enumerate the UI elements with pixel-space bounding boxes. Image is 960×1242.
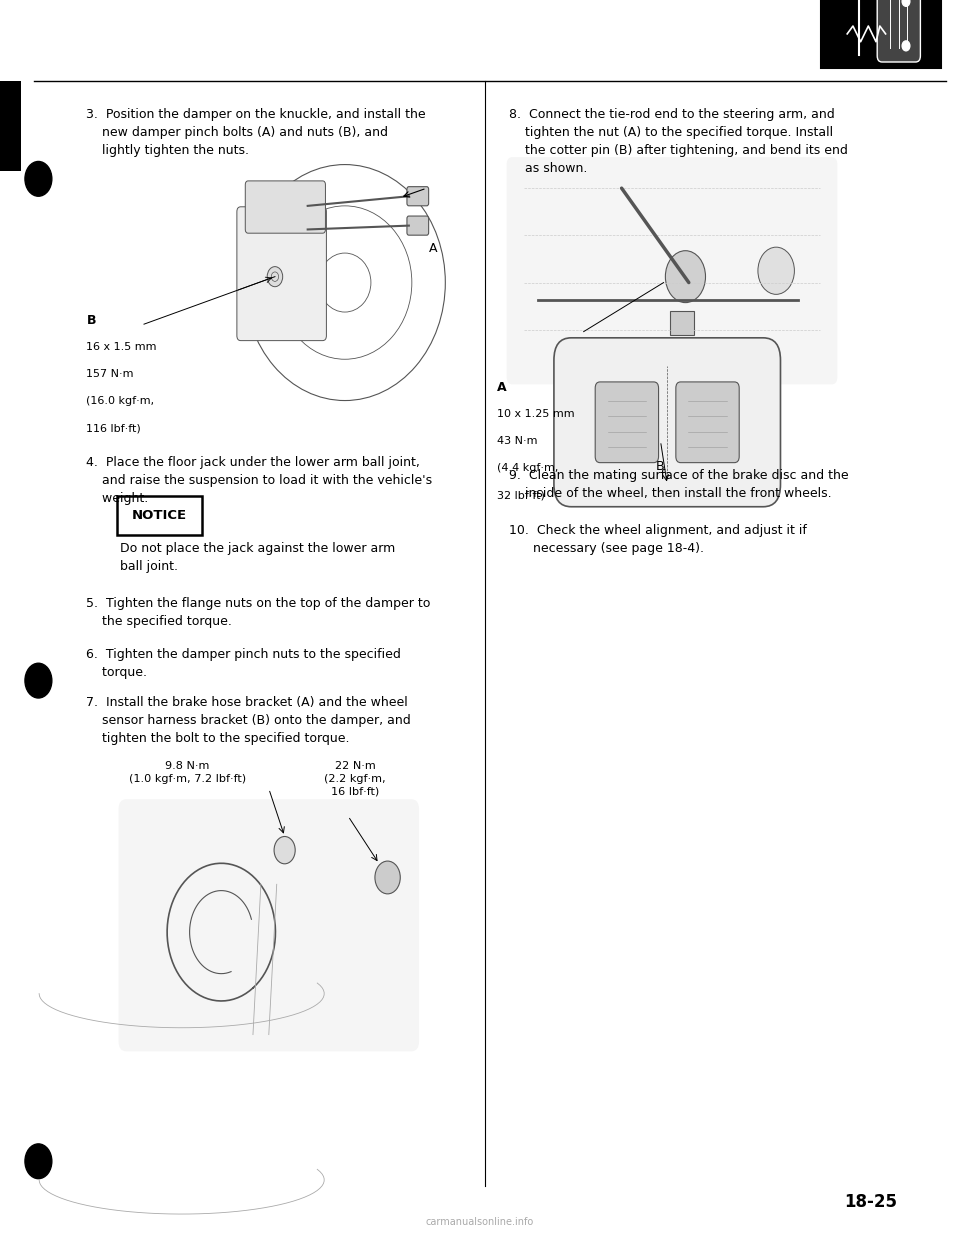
FancyBboxPatch shape (119, 800, 420, 1051)
Circle shape (902, 0, 910, 6)
Text: B: B (657, 460, 664, 472)
Text: A: A (497, 381, 507, 394)
Text: (4.4 kgf·m,: (4.4 kgf·m, (497, 463, 559, 473)
Text: 16 x 1.5 mm: 16 x 1.5 mm (86, 342, 156, 351)
Text: 157 N·m: 157 N·m (86, 369, 133, 379)
FancyBboxPatch shape (0, 81, 21, 171)
Circle shape (25, 1144, 52, 1179)
FancyBboxPatch shape (407, 216, 428, 235)
Circle shape (665, 251, 706, 303)
FancyBboxPatch shape (407, 186, 428, 206)
FancyBboxPatch shape (237, 206, 326, 340)
Circle shape (758, 247, 795, 294)
Text: 18-25: 18-25 (845, 1194, 898, 1211)
Circle shape (902, 41, 910, 51)
Text: carmanualsonline.info: carmanualsonline.info (426, 1217, 534, 1227)
Text: 3.  Position the damper on the knuckle, and install the
    new damper pinch bol: 3. Position the damper on the knuckle, a… (86, 108, 426, 156)
Text: 10.  Check the wheel alignment, and adjust it if
      necessary (see page 18-4): 10. Check the wheel alignment, and adjus… (509, 524, 806, 555)
Text: 9.8 N·m
(1.0 kgf·m, 7.2 lbf·ft): 9.8 N·m (1.0 kgf·m, 7.2 lbf·ft) (129, 761, 246, 784)
FancyBboxPatch shape (595, 381, 659, 462)
Circle shape (25, 663, 52, 698)
Text: 5.  Tighten the flange nuts on the top of the damper to
    the specified torque: 5. Tighten the flange nuts on the top of… (86, 597, 431, 628)
Text: 116 lbf·ft): 116 lbf·ft) (86, 424, 141, 433)
Text: 22 N·m
(2.2 kgf·m,
16 lbf·ft): 22 N·m (2.2 kgf·m, 16 lbf·ft) (324, 761, 386, 797)
FancyBboxPatch shape (877, 0, 921, 62)
Text: 43 N·m: 43 N·m (497, 436, 538, 446)
Text: A: A (429, 242, 438, 255)
FancyBboxPatch shape (676, 381, 739, 462)
FancyBboxPatch shape (670, 310, 694, 334)
Text: Do not place the jack against the lower arm
ball joint.: Do not place the jack against the lower … (120, 542, 396, 573)
Circle shape (267, 267, 282, 287)
Text: 4.  Place the floor jack under the lower arm ball joint,
    and raise the suspe: 4. Place the floor jack under the lower … (86, 456, 433, 504)
Text: B: B (86, 314, 96, 327)
Text: NOTICE: NOTICE (132, 509, 187, 522)
Text: 6.  Tighten the damper pinch nuts to the specified
    torque.: 6. Tighten the damper pinch nuts to the … (86, 648, 401, 679)
Text: 32 lbf·ft): 32 lbf·ft) (497, 491, 545, 501)
Text: 7.  Install the brake hose bracket (A) and the wheel
    sensor harness bracket : 7. Install the brake hose bracket (A) an… (86, 696, 411, 744)
Text: (16.0 kgf·m,: (16.0 kgf·m, (86, 396, 155, 406)
FancyBboxPatch shape (821, 0, 941, 68)
Circle shape (275, 837, 296, 864)
FancyBboxPatch shape (117, 496, 202, 535)
Text: 8.  Connect the tie-rod end to the steering arm, and
    tighten the nut (A) to : 8. Connect the tie-rod end to the steeri… (509, 108, 848, 175)
FancyBboxPatch shape (554, 338, 780, 507)
FancyBboxPatch shape (246, 181, 325, 233)
Text: 10 x 1.25 mm: 10 x 1.25 mm (497, 409, 575, 419)
Circle shape (25, 161, 52, 196)
Circle shape (375, 861, 400, 894)
FancyBboxPatch shape (507, 156, 837, 385)
Text: 9.  Clean the mating surface of the brake disc and the
    inside of the wheel, : 9. Clean the mating surface of the brake… (509, 469, 849, 501)
